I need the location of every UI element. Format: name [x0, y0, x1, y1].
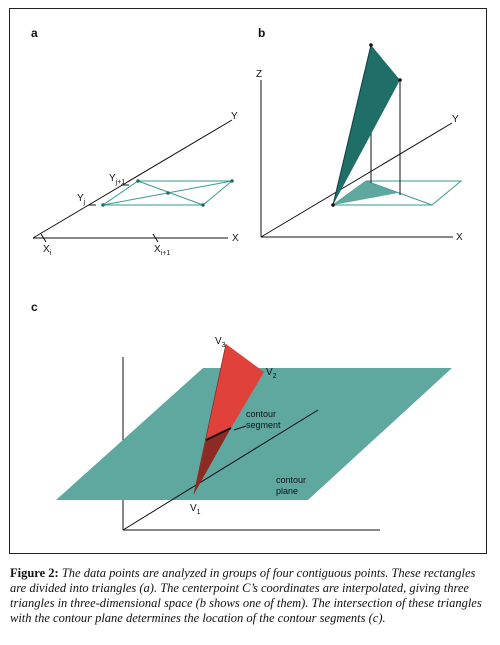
panel-b-y-axis	[260, 122, 453, 238]
panel-a-yj-label: Yj	[77, 193, 86, 206]
panel-b-vertex	[398, 78, 402, 82]
panel-a-x-label: X	[232, 233, 239, 244]
panel-b: b Z Y X	[256, 26, 463, 243]
panel-c-letter: c	[31, 300, 38, 314]
figure-diagram: a X Y Xi Xi+1 Yj Yj+1 b	[31, 26, 463, 531]
panel-a-xi1-label: Xi+1	[154, 244, 170, 257]
panel-c-contour-plane-label-1: contour	[276, 475, 306, 485]
panel-a-tick-xi1	[152, 233, 159, 243]
panel-c-v2-label: V2	[266, 367, 277, 380]
panel-c-v3-label: V3	[215, 336, 226, 349]
panel-a-diagonal-2	[137, 180, 204, 206]
caption-text: The data points are analyzed in groups o…	[10, 566, 482, 625]
panel-b-triangle-edge	[332, 44, 372, 206]
panel-a-point	[101, 203, 105, 207]
panel-a-xi-label: Xi	[43, 244, 52, 257]
panel-a-letter: a	[31, 26, 38, 40]
panel-b-diagonal	[365, 180, 433, 206]
panel-c-triangle-lower	[194, 428, 231, 494]
panel-c-contour-plane-label-2: plane	[276, 486, 298, 496]
panel-b-base-triangle	[333, 181, 398, 205]
panel-a-yj1-label: Yj+1	[109, 173, 125, 186]
panel-b-vertex	[369, 43, 373, 47]
panel-b-y-label: Y	[452, 114, 459, 125]
panel-c-contour-plane	[56, 368, 452, 500]
panel-b-x-label: X	[456, 232, 463, 243]
panel-c-triangle-edge	[193, 343, 227, 495]
panel-a-tick-xi	[40, 233, 47, 243]
panel-b-z-label: Z	[256, 69, 262, 80]
panel-c-contour-segment-label-1: contour	[246, 409, 276, 419]
panel-a: a X Y Xi Xi+1 Yj Yj+1	[31, 26, 239, 257]
panel-c: c V3 V2 V1 contour segment contour plane	[31, 300, 452, 531]
panel-a-centerpoint	[166, 191, 170, 195]
panel-b-3d-triangle	[333, 45, 400, 205]
panel-c-v1-label: V1	[190, 503, 201, 516]
panel-b-vertex	[331, 203, 335, 207]
panel-c-pointer	[233, 425, 247, 431]
panel-a-point	[201, 203, 205, 207]
figure-caption: Figure 2: The data points are analyzed i…	[10, 566, 488, 626]
panel-a-y-label: Y	[231, 111, 238, 122]
panel-b-letter: b	[258, 26, 265, 40]
panel-a-points	[101, 179, 234, 207]
panel-a-point	[136, 179, 140, 183]
panel-c-contour-segment	[205, 427, 232, 441]
caption-head: Figure 2:	[10, 566, 59, 580]
panel-c-y-axis	[122, 409, 319, 531]
panel-a-point	[230, 179, 234, 183]
panel-c-triangle-upper	[206, 344, 264, 440]
panel-c-contour-segment-label-2: segment	[246, 420, 281, 430]
panel-a-y-axis	[32, 119, 233, 239]
